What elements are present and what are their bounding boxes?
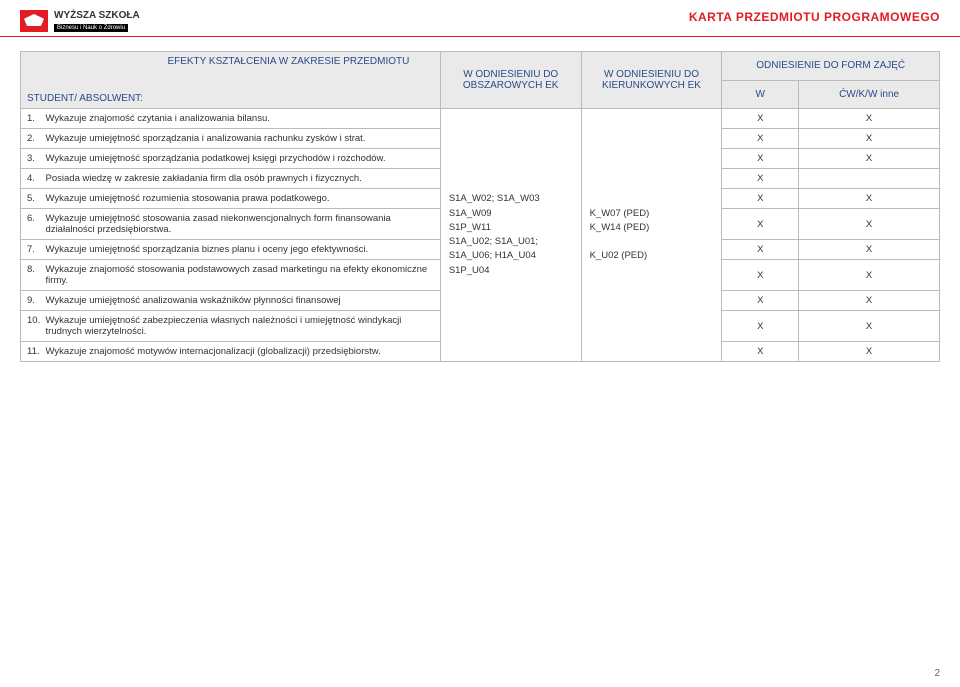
- logo-text: WYŻSZA SZKOŁA Biznesu i Nauk o Zdrowiu: [54, 11, 140, 32]
- row-desc: Wykazuje znajomość stosowania podstawowy…: [44, 260, 441, 291]
- th-student-efekty: STUDENT/ ABSOLWENT: EFEKTY KSZTAŁCENIA W…: [21, 52, 441, 109]
- th-student-label: STUDENT/ ABSOLWENT:: [27, 93, 143, 104]
- cell-cw: X: [799, 129, 940, 149]
- cell-w: X: [722, 291, 799, 311]
- row-desc: Wykazuje znajomość motywów internacjonal…: [44, 342, 441, 362]
- th-efekty-label: EFEKTY KSZTAŁCENIA W ZAKRESIE PRZEDMIOTU: [143, 56, 434, 67]
- cell-cw: X: [799, 240, 940, 260]
- th-obs: W ODNIESIENIU DO OBSZAROWYCH EK: [440, 52, 581, 109]
- row-number: 8.: [21, 260, 44, 291]
- page-header: WYŻSZA SZKOŁA Biznesu i Nauk o Zdrowiu K…: [0, 0, 960, 37]
- row-desc: Wykazuje umiejętność sporządzania podatk…: [44, 149, 441, 169]
- row-desc: Wykazuje umiejętność stosowania zasad ni…: [44, 209, 441, 240]
- cell-cw: X: [799, 149, 940, 169]
- row-desc: Posiada wiedzę w zakresie zakładania fir…: [44, 169, 441, 189]
- th-cw: ĆW/K/W inne: [799, 80, 940, 109]
- cell-cw: X: [799, 189, 940, 209]
- cell-w: X: [722, 129, 799, 149]
- table-row: 1.Wykazuje znajomość czytania i analizow…: [21, 109, 940, 129]
- cell-cw: X: [799, 209, 940, 240]
- cell-w: X: [722, 311, 799, 342]
- logo-icon: [20, 10, 48, 32]
- cell-w: X: [722, 342, 799, 362]
- th-w: W: [722, 80, 799, 109]
- th-kier: W ODNIESIENIU DO KIERUNKOWYCH EK: [581, 52, 722, 109]
- cell-w: X: [722, 209, 799, 240]
- cell-w: X: [722, 260, 799, 291]
- row-desc: Wykazuje znajomość czytania i analizowan…: [44, 109, 441, 129]
- row-number: 2.: [21, 129, 44, 149]
- row-desc: Wykazuje umiejętność sporządzania biznes…: [44, 240, 441, 260]
- cell-cw: X: [799, 260, 940, 291]
- table-container: STUDENT/ ABSOLWENT: EFEKTY KSZTAŁCENIA W…: [0, 37, 960, 362]
- cell-cw: [799, 169, 940, 189]
- cell-cw: X: [799, 342, 940, 362]
- cell-cw: X: [799, 291, 940, 311]
- logo-sub: Biznesu i Nauk o Zdrowiu: [54, 24, 128, 32]
- cell-w: X: [722, 169, 799, 189]
- codes-kier: K_W07 (PED) K_W14 (PED) K_U02 (PED): [581, 109, 722, 362]
- row-desc: Wykazuje umiejętność rozumienia stosowan…: [44, 189, 441, 209]
- cell-cw: X: [799, 311, 940, 342]
- row-number: 3.: [21, 149, 44, 169]
- row-number: 11.: [21, 342, 44, 362]
- row-desc: Wykazuje umiejętność analizowania wskaźn…: [44, 291, 441, 311]
- row-number: 1.: [21, 109, 44, 129]
- logo: WYŻSZA SZKOŁA Biznesu i Nauk o Zdrowiu: [20, 10, 140, 32]
- row-number: 10.: [21, 311, 44, 342]
- cell-w: X: [722, 240, 799, 260]
- doc-title: KARTA PRZEDMIOTU PROGRAMOWEGO: [689, 10, 940, 24]
- row-number: 6.: [21, 209, 44, 240]
- logo-main: WYŻSZA SZKOŁA: [54, 11, 140, 21]
- cell-w: X: [722, 149, 799, 169]
- cell-cw: X: [799, 109, 940, 129]
- page-number: 2: [934, 668, 940, 679]
- row-number: 5.: [21, 189, 44, 209]
- row-desc: Wykazuje umiejętność zabezpieczenia włas…: [44, 311, 441, 342]
- row-number: 9.: [21, 291, 44, 311]
- row-number: 4.: [21, 169, 44, 189]
- codes-obs: S1A_W02; S1A_W03 S1A_W09 S1P_W11 S1A_U02…: [440, 109, 581, 362]
- row-desc: Wykazuje umiejętność sporządzania i anal…: [44, 129, 441, 149]
- cell-w: X: [722, 109, 799, 129]
- row-number: 7.: [21, 240, 44, 260]
- th-form: ODNIESIENIE DO FORM ZAJĘĆ: [722, 52, 940, 81]
- cell-w: X: [722, 189, 799, 209]
- effects-table: STUDENT/ ABSOLWENT: EFEKTY KSZTAŁCENIA W…: [20, 51, 940, 362]
